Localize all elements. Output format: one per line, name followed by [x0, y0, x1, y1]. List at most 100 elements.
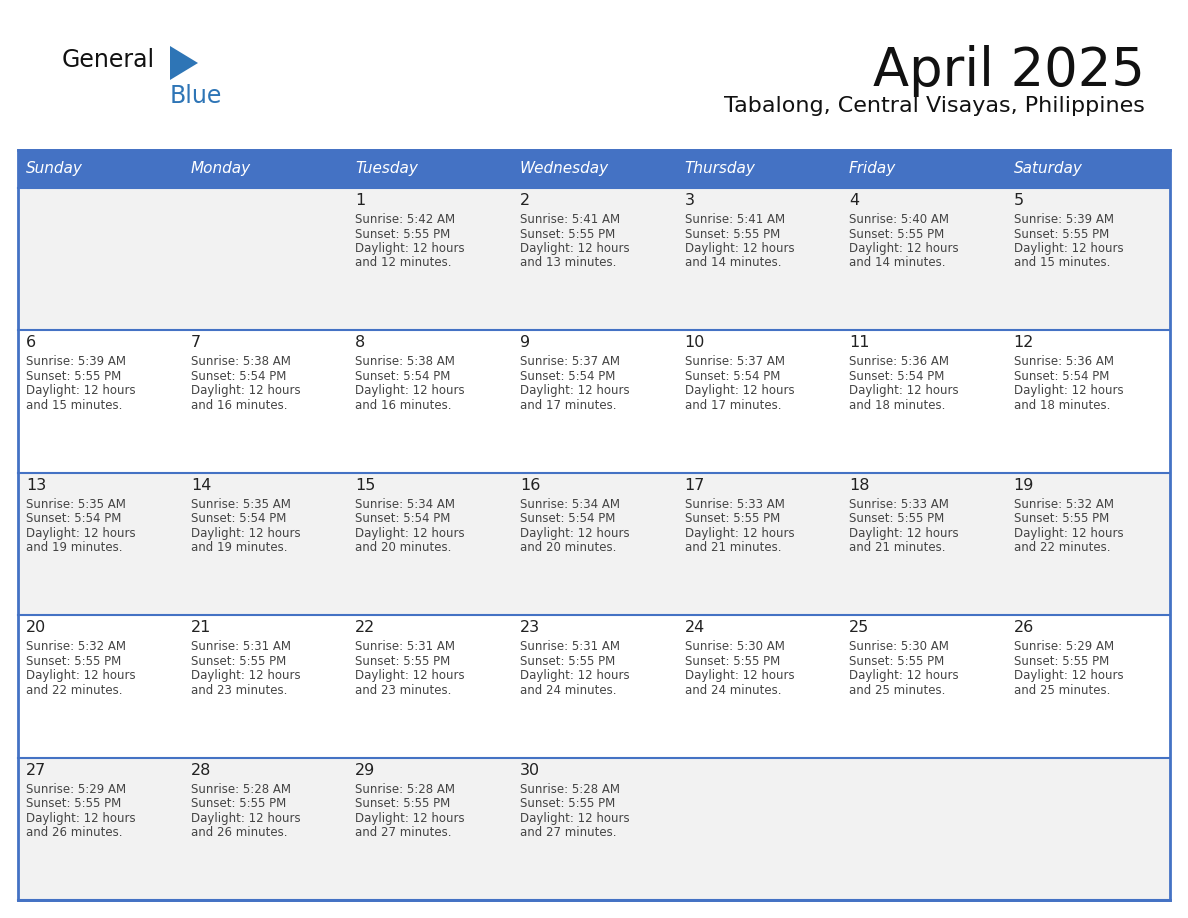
Text: 25: 25	[849, 621, 870, 635]
Text: 23: 23	[520, 621, 541, 635]
Text: Daylight: 12 hours: Daylight: 12 hours	[1013, 669, 1124, 682]
Text: Tuesday: Tuesday	[355, 162, 418, 176]
Text: Daylight: 12 hours: Daylight: 12 hours	[520, 385, 630, 397]
Text: Sunrise: 5:39 AM: Sunrise: 5:39 AM	[26, 355, 126, 368]
Text: and 15 minutes.: and 15 minutes.	[26, 399, 122, 412]
Text: and 19 minutes.: and 19 minutes.	[191, 542, 287, 554]
Text: and 17 minutes.: and 17 minutes.	[520, 399, 617, 412]
Text: and 21 minutes.: and 21 minutes.	[684, 542, 781, 554]
Text: and 24 minutes.: and 24 minutes.	[520, 684, 617, 697]
Text: Daylight: 12 hours: Daylight: 12 hours	[191, 812, 301, 824]
Text: and 14 minutes.: and 14 minutes.	[849, 256, 946, 270]
Text: Sunday: Sunday	[26, 162, 83, 176]
Text: and 18 minutes.: and 18 minutes.	[849, 399, 946, 412]
Text: Sunrise: 5:32 AM: Sunrise: 5:32 AM	[26, 640, 126, 654]
Text: Sunrise: 5:28 AM: Sunrise: 5:28 AM	[520, 783, 620, 796]
Text: 26: 26	[1013, 621, 1034, 635]
Text: 30: 30	[520, 763, 541, 778]
Bar	[676, 150, 841, 188]
Text: Friday: Friday	[849, 162, 896, 176]
Text: 20: 20	[26, 621, 46, 635]
Bar	[18, 150, 1170, 900]
Text: 3: 3	[684, 193, 695, 208]
Text: Sunrise: 5:33 AM: Sunrise: 5:33 AM	[684, 498, 784, 510]
Text: and 22 minutes.: and 22 minutes.	[26, 684, 122, 697]
Text: 27: 27	[26, 763, 46, 778]
Bar	[18, 615, 1170, 757]
Text: 19: 19	[1013, 477, 1034, 493]
Text: Daylight: 12 hours: Daylight: 12 hours	[1013, 242, 1124, 255]
Text: Sunset: 5:55 PM: Sunset: 5:55 PM	[26, 370, 121, 383]
Text: Sunrise: 5:28 AM: Sunrise: 5:28 AM	[191, 783, 291, 796]
Text: Sunset: 5:55 PM: Sunset: 5:55 PM	[355, 797, 450, 810]
Text: Sunset: 5:55 PM: Sunset: 5:55 PM	[26, 655, 121, 667]
Text: Daylight: 12 hours: Daylight: 12 hours	[684, 385, 794, 397]
Text: Sunrise: 5:35 AM: Sunrise: 5:35 AM	[26, 498, 126, 510]
Text: 16: 16	[520, 477, 541, 493]
Text: 10: 10	[684, 335, 704, 351]
Text: Sunrise: 5:39 AM: Sunrise: 5:39 AM	[1013, 213, 1113, 226]
Text: and 12 minutes.: and 12 minutes.	[355, 256, 451, 270]
Text: Sunset: 5:55 PM: Sunset: 5:55 PM	[684, 228, 779, 241]
Text: Daylight: 12 hours: Daylight: 12 hours	[26, 385, 135, 397]
Text: Sunrise: 5:28 AM: Sunrise: 5:28 AM	[355, 783, 455, 796]
Text: Sunrise: 5:30 AM: Sunrise: 5:30 AM	[684, 640, 784, 654]
Text: Daylight: 12 hours: Daylight: 12 hours	[355, 812, 465, 824]
Text: Sunset: 5:54 PM: Sunset: 5:54 PM	[1013, 370, 1110, 383]
Text: and 14 minutes.: and 14 minutes.	[684, 256, 781, 270]
Text: 13: 13	[26, 477, 46, 493]
Bar	[18, 757, 1170, 900]
Text: and 27 minutes.: and 27 minutes.	[520, 826, 617, 839]
Text: Sunset: 5:54 PM: Sunset: 5:54 PM	[26, 512, 121, 525]
Text: Sunrise: 5:40 AM: Sunrise: 5:40 AM	[849, 213, 949, 226]
Text: 7: 7	[191, 335, 201, 351]
Text: Daylight: 12 hours: Daylight: 12 hours	[849, 385, 959, 397]
Text: Sunset: 5:55 PM: Sunset: 5:55 PM	[849, 655, 944, 667]
Text: Daylight: 12 hours: Daylight: 12 hours	[849, 242, 959, 255]
Text: Sunset: 5:55 PM: Sunset: 5:55 PM	[191, 655, 286, 667]
Text: and 25 minutes.: and 25 minutes.	[849, 684, 946, 697]
Text: Daylight: 12 hours: Daylight: 12 hours	[355, 527, 465, 540]
Text: and 13 minutes.: and 13 minutes.	[520, 256, 617, 270]
Text: 4: 4	[849, 193, 859, 208]
Text: 15: 15	[355, 477, 375, 493]
Text: 12: 12	[1013, 335, 1034, 351]
Text: and 23 minutes.: and 23 minutes.	[191, 684, 287, 697]
Bar	[18, 150, 183, 188]
Text: and 16 minutes.: and 16 minutes.	[355, 399, 451, 412]
Text: Thursday: Thursday	[684, 162, 756, 176]
Text: 8: 8	[355, 335, 366, 351]
Text: Sunset: 5:55 PM: Sunset: 5:55 PM	[849, 512, 944, 525]
Text: Daylight: 12 hours: Daylight: 12 hours	[355, 385, 465, 397]
Text: Sunset: 5:54 PM: Sunset: 5:54 PM	[520, 512, 615, 525]
Text: Wednesday: Wednesday	[520, 162, 609, 176]
Text: Daylight: 12 hours: Daylight: 12 hours	[684, 242, 794, 255]
Text: Sunset: 5:55 PM: Sunset: 5:55 PM	[355, 655, 450, 667]
Text: 14: 14	[191, 477, 211, 493]
Text: and 16 minutes.: and 16 minutes.	[191, 399, 287, 412]
Text: Sunrise: 5:41 AM: Sunrise: 5:41 AM	[684, 213, 784, 226]
Text: Daylight: 12 hours: Daylight: 12 hours	[26, 669, 135, 682]
Text: Daylight: 12 hours: Daylight: 12 hours	[26, 812, 135, 824]
Text: Sunrise: 5:30 AM: Sunrise: 5:30 AM	[849, 640, 949, 654]
Text: Sunset: 5:54 PM: Sunset: 5:54 PM	[191, 370, 286, 383]
Text: and 22 minutes.: and 22 minutes.	[1013, 542, 1110, 554]
Text: Sunset: 5:54 PM: Sunset: 5:54 PM	[355, 370, 450, 383]
Text: Daylight: 12 hours: Daylight: 12 hours	[520, 812, 630, 824]
Text: and 27 minutes.: and 27 minutes.	[355, 826, 451, 839]
Text: Blue: Blue	[170, 84, 222, 108]
Text: Daylight: 12 hours: Daylight: 12 hours	[520, 669, 630, 682]
Text: and 20 minutes.: and 20 minutes.	[520, 542, 617, 554]
Text: April 2025: April 2025	[873, 45, 1145, 97]
Bar	[347, 150, 512, 188]
Text: and 20 minutes.: and 20 minutes.	[355, 542, 451, 554]
Text: 24: 24	[684, 621, 704, 635]
Text: Sunrise: 5:32 AM: Sunrise: 5:32 AM	[1013, 498, 1113, 510]
Bar	[841, 150, 1005, 188]
Text: 9: 9	[520, 335, 530, 351]
Text: and 26 minutes.: and 26 minutes.	[191, 826, 287, 839]
Text: Daylight: 12 hours: Daylight: 12 hours	[1013, 527, 1124, 540]
Text: Sunrise: 5:38 AM: Sunrise: 5:38 AM	[191, 355, 291, 368]
Text: and 17 minutes.: and 17 minutes.	[684, 399, 781, 412]
Bar	[1005, 150, 1170, 188]
